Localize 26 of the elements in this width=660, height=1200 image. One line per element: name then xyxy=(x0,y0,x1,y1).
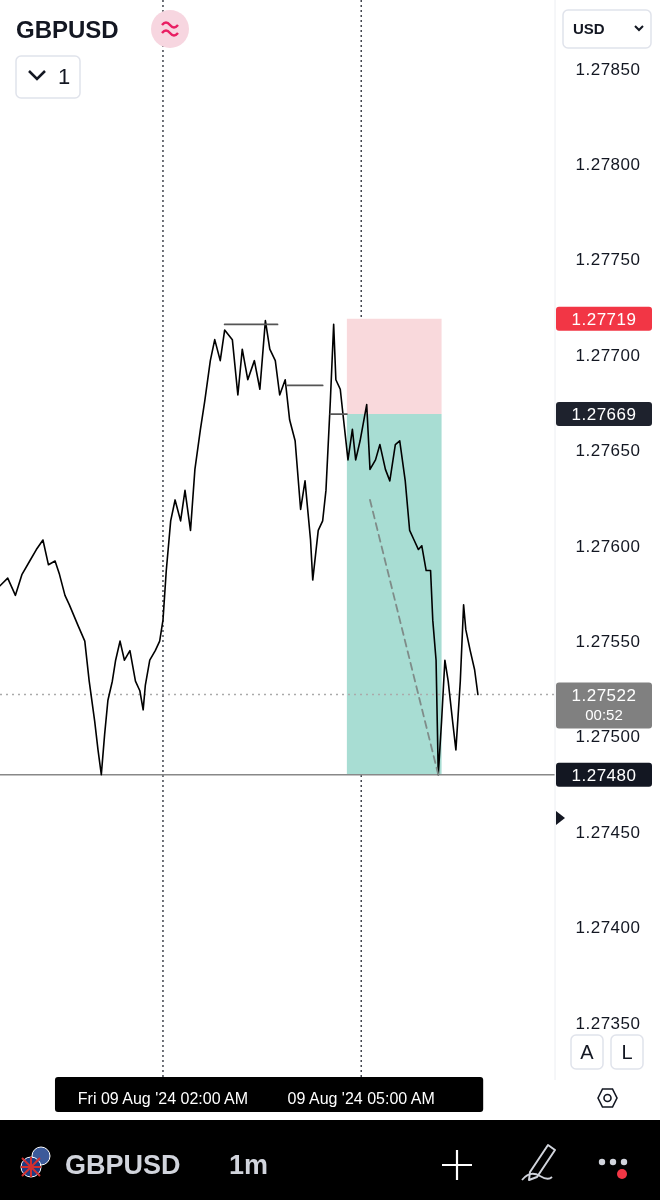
text: 00:52 xyxy=(585,705,623,723)
y-tick-label: 1.27800 xyxy=(575,155,641,175)
text: 1.27719 xyxy=(571,309,637,329)
y-tick-label: 1.27850 xyxy=(575,59,641,79)
x-tick-label: 09 Aug '24 05:00 AM xyxy=(287,1089,435,1107)
ref-line-label: 1.27480 xyxy=(571,765,637,785)
text: L xyxy=(621,1041,633,1063)
x-tick-label: Fri 09 Aug '24 02:00 AM xyxy=(77,1089,249,1107)
text: GBPUSD xyxy=(16,16,119,43)
y-tick-label: 1.27400 xyxy=(575,918,641,938)
text: 1.27669 xyxy=(571,405,637,425)
y-tick-label: 1.27500 xyxy=(575,727,641,747)
y-tick-label: 1.27750 xyxy=(575,250,641,270)
y-tick-label: 1.27550 xyxy=(575,632,641,652)
line-series xyxy=(0,319,479,776)
text: A xyxy=(580,1041,595,1063)
y-tick-label: 1.27600 xyxy=(575,536,641,556)
text: USD xyxy=(573,20,605,37)
ref-line-label: 1.27522 xyxy=(571,685,637,705)
y-tick-label: 1.27700 xyxy=(575,345,641,365)
y-tick-label: 1.27450 xyxy=(575,822,641,842)
text: GBPUSD xyxy=(65,1150,181,1180)
y-tick-label: 1.27350 xyxy=(575,1013,641,1033)
annotation: 1 xyxy=(57,64,71,89)
text: 1m xyxy=(229,1150,269,1180)
y-tick-label: 1.27650 xyxy=(575,441,641,461)
